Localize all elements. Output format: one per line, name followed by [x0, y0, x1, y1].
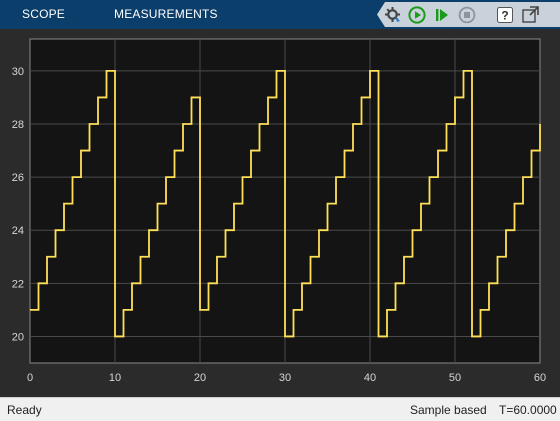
- y-tick-label: 20: [12, 331, 24, 343]
- svg-text:?: ?: [501, 8, 508, 22]
- y-tick-label: 24: [12, 225, 24, 237]
- y-tick-label: 28: [12, 119, 24, 131]
- toolstrip: SCOPE MEASUREMENTS: [0, 0, 560, 29]
- signal-trace-1: [30, 69, 541, 338]
- tab-measurements[interactable]: MEASUREMENTS: [114, 7, 218, 21]
- status-sample-mode: Sample based: [410, 403, 487, 417]
- x-tick-label: 50: [449, 372, 461, 384]
- undock-icon[interactable]: [520, 5, 539, 24]
- x-tick-label: 30: [279, 372, 291, 384]
- status-time: T=60.0000: [499, 403, 557, 417]
- quick-access-toolbar: ?: [377, 2, 560, 27]
- x-tick-label: 40: [364, 372, 376, 384]
- x-tick-label: 20: [194, 372, 206, 384]
- settings-icon[interactable]: [383, 5, 402, 24]
- run-icon[interactable]: [407, 5, 426, 24]
- status-bar: Ready Sample based T=60.0000: [0, 397, 560, 421]
- stop-icon[interactable]: [457, 5, 476, 24]
- scope-plot[interactable]: 0 10 20 30 40 50 60 20 22 24 26 28 30: [0, 29, 560, 397]
- help-icon[interactable]: ?: [495, 5, 514, 24]
- step-forward-icon[interactable]: [432, 5, 451, 24]
- signal-traces: [30, 69, 541, 338]
- tab-scope[interactable]: SCOPE: [22, 7, 66, 21]
- y-tick-label: 26: [12, 172, 24, 184]
- x-tick-label: 0: [27, 372, 33, 384]
- x-tick-label: 10: [109, 372, 121, 384]
- y-tick-label: 30: [12, 66, 24, 78]
- y-tick-label: 22: [12, 278, 24, 290]
- scope-display[interactable]: 0 10 20 30 40 50 60 20 22 24 26 28 30: [0, 29, 560, 397]
- axis-ticks: 0 10 20 30 40 50 60 20 22 24 26 28 30: [12, 66, 546, 384]
- x-tick-label: 60: [534, 372, 546, 384]
- status-state: Ready: [7, 403, 42, 417]
